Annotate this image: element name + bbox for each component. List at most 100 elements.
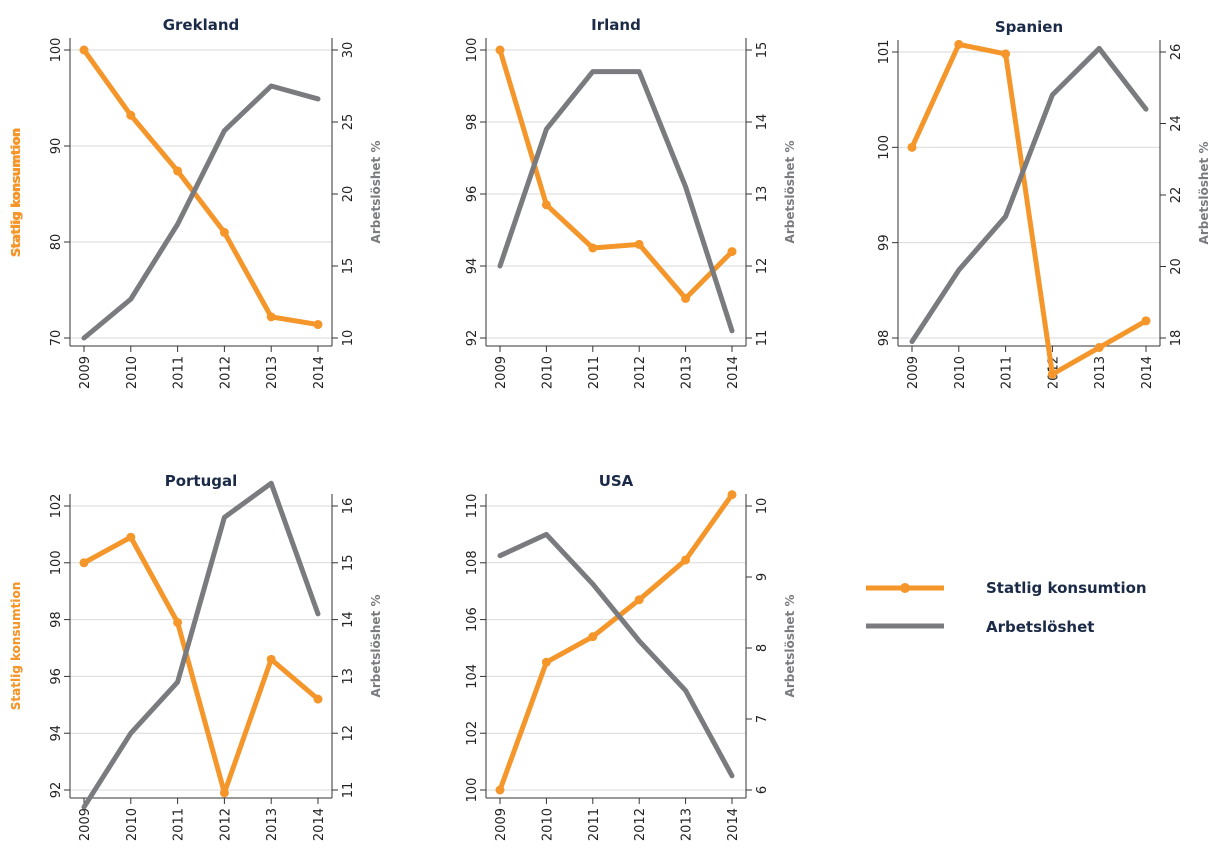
series-line-unemployment	[81, 83, 321, 341]
chart-panel-usa: USA 100 102 104 106 108 110 6 7 8 9 10 2009 2010 2011 2…	[9, 472, 797, 841]
y-tick-label-right: 15	[341, 555, 356, 572]
data-point-consumption	[79, 45, 89, 55]
y-tick-label-left: 104	[465, 664, 480, 689]
series-line-unemployment	[497, 69, 735, 334]
y-tick-label-right: 8	[755, 644, 770, 652]
y-tick-label-right: 13	[755, 186, 770, 203]
series-line-consumption	[497, 47, 735, 301]
data-point-consumption	[634, 595, 644, 605]
x-tick-label: 2014	[1140, 356, 1155, 389]
y-tick-label-right: 13	[341, 668, 356, 685]
series-line-consumption	[497, 492, 735, 793]
chart-title: Irland	[591, 16, 641, 34]
x-tick-label: 2009	[494, 356, 509, 389]
x-tick-label: 2009	[78, 808, 93, 841]
y-tick-label-right: 20	[341, 186, 356, 203]
legend-item-consumption: Statlig konsumtion	[866, 579, 1147, 597]
y-axis-title-left: Statlig konsumtion	[9, 582, 23, 710]
y-tick-label-right: 7	[755, 715, 770, 723]
y-tick-label-left: 100	[877, 135, 892, 160]
data-point-consumption	[173, 617, 183, 627]
data-point-consumption	[126, 110, 136, 120]
x-tick-label: 2011	[172, 356, 187, 389]
y-tick-label-right: 11	[341, 782, 356, 799]
chart-title: Spanien	[995, 18, 1063, 36]
y-tick-label-left: 99	[877, 234, 892, 251]
data-point-consumption	[1001, 49, 1011, 59]
x-tick-label: 2013	[680, 356, 695, 389]
data-point-consumption	[681, 293, 691, 303]
y-tick-label-left: 110	[465, 494, 480, 519]
data-point-consumption	[79, 558, 89, 568]
chart-panel-portugal: Portugal 92 94 96 98 100 102 11 12 13 14 15 16 2009 20…	[9, 472, 383, 841]
y-axis-title-left: Statlig konsumtion	[9, 128, 23, 256]
data-point-consumption	[588, 243, 598, 253]
y-tick-label-left: 106	[465, 607, 480, 632]
y-tick-label-left: 101	[877, 40, 892, 65]
x-tick-label: 2014	[726, 356, 741, 389]
x-tick-label: 2012	[218, 356, 233, 389]
x-tick-label: 2009	[78, 356, 93, 389]
y-tick-label-left: 94	[465, 258, 480, 275]
y-axis-title-left: Statlig konsumtion	[9, 129, 23, 257]
x-tick-label: 2010	[540, 356, 555, 389]
y-tick-label-left: 100	[465, 778, 480, 803]
y-axis-title-left: Statlig konsumtion	[9, 582, 23, 710]
x-tick-label: 2010	[125, 808, 140, 841]
x-tick-label: 2010	[953, 356, 968, 389]
data-point-consumption	[727, 490, 737, 500]
data-point-consumption	[266, 654, 276, 664]
x-tick-label: 2012	[218, 808, 233, 841]
y-tick-label-right: 15	[755, 42, 770, 59]
y-tick-label-right: 24	[1169, 115, 1184, 132]
data-point-consumption	[313, 320, 323, 330]
legend-item-unemployment: Arbetslöshet	[866, 618, 1094, 636]
y-axis-title-right: Arbetslöshet %	[369, 595, 383, 698]
y-tick-label-left: 102	[49, 494, 64, 519]
y-axis-title-right: Arbetslöshet %	[369, 141, 383, 244]
data-point-consumption	[495, 45, 505, 55]
data-point-consumption	[495, 785, 505, 795]
data-point-consumption	[313, 694, 323, 704]
y-axis-title-right: Arbetslöshet %	[783, 141, 797, 244]
x-tick-label: 2009	[494, 808, 509, 841]
y-tick-label-left: 98	[465, 114, 480, 131]
x-tick-label: 2010	[125, 356, 140, 389]
chart-title: Portugal	[165, 472, 238, 490]
data-point-consumption	[173, 166, 183, 176]
y-tick-label-right: 25	[341, 114, 356, 131]
y-axis-title-left: Statlig konsumtion	[9, 128, 23, 256]
y-tick-label-left: 92	[49, 782, 64, 799]
data-point-consumption	[1141, 316, 1151, 326]
y-tick-label-right: 26	[1169, 44, 1184, 61]
y-tick-label-right: 11	[755, 330, 770, 347]
legend: Statlig konsumtion Arbetslöshet	[866, 579, 1147, 636]
y-tick-label-left: 94	[49, 725, 64, 742]
x-tick-label: 2013	[1093, 356, 1108, 389]
data-point-consumption	[219, 227, 229, 237]
data-point-consumption	[588, 632, 598, 642]
y-axis-title-right: Arbetslöshet %	[783, 595, 797, 698]
series-line-unemployment	[497, 531, 735, 779]
x-tick-label: 2014	[726, 808, 741, 841]
data-point-consumption	[907, 142, 917, 152]
x-tick-label: 2010	[540, 808, 555, 841]
series-line-unemployment	[81, 480, 321, 810]
chart-panel-grekland: Grekland 70 80 90 100 10 15 20 25 30 2009 2010 2011 2…	[9, 16, 383, 389]
y-tick-label-left: 96	[465, 186, 480, 203]
y-tick-label-left: 98	[877, 330, 892, 347]
y-tick-label-right: 6	[755, 786, 770, 794]
series-line-unemployment	[909, 45, 1149, 345]
x-tick-label: 2009	[906, 356, 921, 389]
legend-marker-consumption	[900, 583, 910, 593]
y-tick-label-left: 100	[465, 38, 480, 63]
data-point-consumption	[126, 532, 136, 542]
y-tick-label-right: 16	[341, 498, 356, 515]
series-line-consumption	[81, 534, 321, 796]
y-tick-label-right: 22	[1169, 187, 1184, 204]
data-point-consumption	[541, 657, 551, 667]
data-point-consumption	[1047, 369, 1057, 379]
y-tick-label-left: 102	[465, 721, 480, 746]
